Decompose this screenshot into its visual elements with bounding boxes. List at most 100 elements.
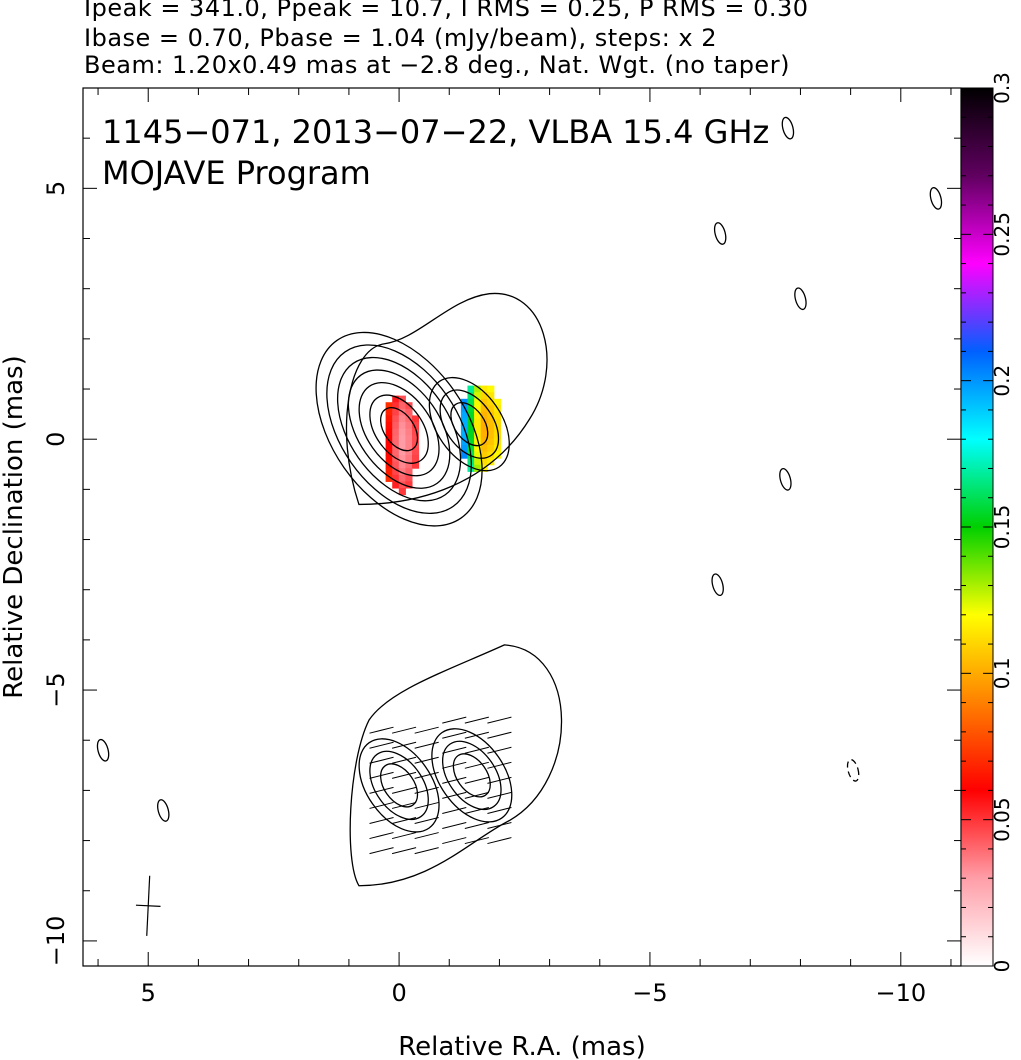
pol-pixel	[474, 411, 482, 420]
pol-pixel	[487, 411, 495, 420]
pol-pixel	[480, 411, 488, 420]
pol-pixel	[398, 461, 406, 469]
pol-pixel	[487, 418, 495, 426]
pol-pixel	[474, 438, 482, 446]
header-line-3: Beam: 1.20x0.49 mas at −2.8 deg., Nat. W…	[84, 51, 790, 79]
noise-contour	[846, 758, 860, 782]
pol-pixel	[474, 425, 482, 433]
pol-vector	[442, 822, 467, 830]
pol-vector	[391, 801, 417, 809]
pol-pixel	[474, 398, 482, 406]
pol-pixel	[493, 411, 501, 420]
pol-pixel	[467, 405, 475, 413]
colorbar-tick-label: 0.1	[990, 657, 1014, 689]
pol-pixel	[398, 448, 406, 456]
pol-pixel	[460, 438, 468, 446]
pol-pixel	[480, 431, 488, 439]
pol-vector	[369, 832, 394, 840]
colorbar-tick-label: 0.3	[990, 72, 1014, 104]
pol-vector	[442, 791, 467, 799]
chart-subtitle: MOJAVE Program	[102, 154, 371, 192]
pol-pixel	[405, 428, 413, 436]
pol-pixel	[480, 418, 488, 426]
pol-pixel	[474, 444, 482, 453]
pol-pixel	[392, 422, 400, 430]
pol-vector	[442, 746, 467, 754]
pol-pixel	[467, 392, 475, 400]
pol-pixel	[474, 464, 482, 472]
pol-pixel	[398, 415, 406, 423]
pol-pixel	[385, 415, 393, 423]
pol-vector	[442, 806, 467, 814]
pol-pixel	[398, 488, 406, 496]
colorbar-tick-label: 0.2	[990, 365, 1014, 397]
pol-pixel	[392, 448, 400, 456]
pol-pixel	[493, 431, 501, 439]
pol-vector	[369, 847, 394, 855]
x-tick-label: −5	[632, 979, 667, 1007]
pol-vector	[369, 817, 394, 824]
pol-pixel	[467, 431, 475, 439]
pol-pixel	[474, 418, 482, 426]
x-axis-label: Relative R.A. (mas)	[398, 1032, 645, 1060]
pol-pixel	[392, 441, 400, 449]
x-tick-label: 5	[141, 979, 156, 1007]
pol-pixel	[460, 405, 468, 413]
intensity-contours	[315, 293, 563, 887]
pol-vector	[369, 726, 394, 734]
pol-pixel	[493, 451, 501, 459]
pol-pixel	[405, 441, 413, 449]
header-line-2: Ibase = 0.70, Pbase = 1.04 (mJy/beam), s…	[84, 24, 718, 52]
pol-vector	[442, 761, 467, 769]
pol-vector	[487, 837, 512, 845]
header-line-1: Ipeak = 341.0, Ppeak = 10.7, I RMS = 0.2…	[84, 0, 809, 22]
pol-pixel	[385, 435, 393, 443]
contour-level	[369, 394, 429, 464]
pol-pixel	[460, 418, 468, 426]
pol-vector	[391, 847, 417, 855]
pol-vector	[369, 756, 394, 764]
pol-vector	[442, 716, 467, 724]
noise-contour	[96, 738, 110, 762]
pol-vector	[414, 832, 439, 840]
pol-vector	[487, 761, 512, 769]
colorbar-tick-label: 0	[990, 960, 1014, 973]
pol-pixel	[398, 428, 406, 436]
pol-pixel	[474, 385, 482, 393]
contour-level	[450, 402, 489, 447]
polarization-fraction-layer	[385, 385, 501, 496]
pol-pixel	[398, 408, 406, 416]
pol-vector	[369, 771, 394, 779]
contour-level	[336, 356, 462, 502]
pol-vector	[414, 741, 439, 749]
pol-vector	[414, 756, 439, 764]
pol-pixel	[392, 428, 400, 436]
y-tick-label: −10	[42, 916, 70, 967]
jet-envelope-upper	[345, 293, 548, 506]
pol-pixel	[467, 418, 475, 426]
pol-pixel	[480, 458, 488, 466]
pol-pixel	[392, 468, 400, 476]
pol-pixel	[474, 451, 482, 459]
pol-pixel	[405, 422, 413, 430]
pol-pixel	[392, 395, 400, 403]
pol-pixel	[385, 402, 393, 410]
pol-pixel	[474, 458, 482, 466]
pol-pixel	[392, 474, 400, 482]
pol-pixel	[467, 411, 475, 420]
pol-vector	[464, 791, 489, 799]
pol-vector	[391, 741, 417, 749]
pol-pixel	[398, 455, 406, 463]
noise-contours	[96, 116, 943, 822]
pol-pixel	[487, 392, 495, 400]
pol-pixel	[460, 431, 468, 439]
pol-pixel	[412, 422, 420, 430]
pol-pixel	[405, 415, 413, 423]
pol-pixel	[398, 395, 406, 403]
pol-pixel	[460, 411, 468, 420]
pol-pixel	[405, 474, 413, 482]
pol-vector	[369, 741, 394, 749]
y-tick-label: −5	[42, 672, 70, 707]
y-axis-label: Relative Declination (mas)	[0, 355, 29, 698]
plot-frame	[82, 87, 962, 967]
